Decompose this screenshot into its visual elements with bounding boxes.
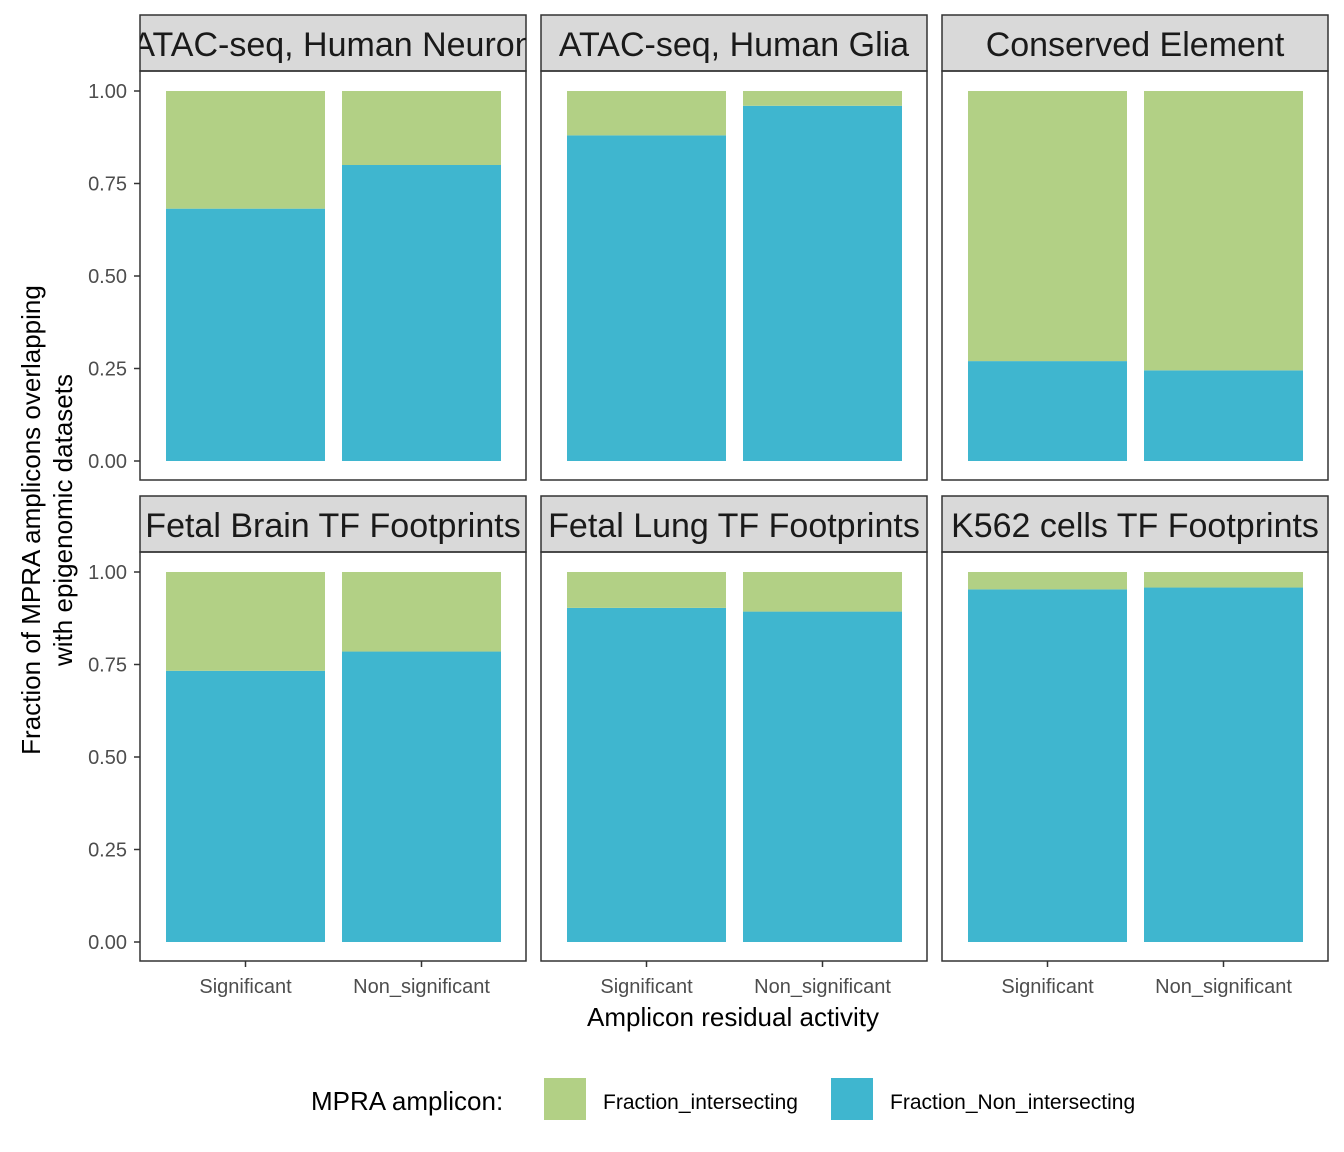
legend-label: Fraction_Non_intersecting (890, 1091, 1135, 1114)
panel-border (941, 70, 1329, 481)
y-tick-label: 0.25 (88, 359, 127, 381)
facet-panel: ATAC-seq, Human Neuron 0.00 0.25 0.50 0.75 1.… (88, 14, 533, 481)
y-axis-title-line-2: with epigenomic datasets (48, 374, 78, 667)
bar-segment-fraction-intersecting (743, 91, 902, 106)
y-tick-label: 0.25 (88, 840, 127, 862)
legend-title: MPRA amplicon: (311, 1086, 503, 1116)
y-tick-label: 0.50 (88, 747, 127, 769)
y-tick-label: 0.75 (88, 655, 127, 677)
facet-strip-title: Conserved Element (986, 26, 1285, 64)
bar-segment-fraction-intersecting (166, 572, 325, 671)
bar-segment-fraction-non-intersecting (166, 670, 325, 942)
y-tick-label: 0.00 (88, 932, 127, 954)
legend: MPRA amplicon: Fraction_intersecting Frac… (311, 1078, 1135, 1120)
facet-strip-title: Fetal Lung TF Footprints (548, 507, 920, 545)
bar-segment-fraction-non-intersecting (166, 208, 325, 461)
bar-segment-fraction-intersecting (968, 572, 1127, 590)
bar-segment-fraction-non-intersecting (743, 105, 902, 462)
y-tick-label: 0.00 (88, 451, 127, 473)
bar-segment-fraction-intersecting (1144, 91, 1303, 371)
facet-strip (941, 495, 1329, 553)
facet-strip (139, 14, 527, 72)
bar-segment-fraction-non-intersecting (1144, 587, 1303, 942)
facet-strip-title: ATAC-seq, Human Neuron (132, 26, 533, 64)
bar-segment-fraction-intersecting (342, 91, 501, 165)
panel-border (941, 551, 1329, 962)
panel-border (540, 551, 928, 962)
facet-panel: ATAC-seq, Human Glia (540, 14, 928, 481)
y-tick-label: 0.50 (88, 266, 127, 288)
facet-panel: Conserved Element (941, 14, 1329, 481)
facet-strip-title: K562 cells TF Footprints (951, 507, 1319, 545)
bar-segment-fraction-intersecting (743, 572, 902, 612)
bar-segment-fraction-non-intersecting (743, 611, 902, 942)
bar-segment-fraction-non-intersecting (342, 165, 501, 461)
bar-segment-fraction-intersecting (1144, 572, 1303, 588)
bar-segment-fraction-non-intersecting (1144, 370, 1303, 461)
facet-panel: Fetal Lung TF Footprints Significant Non_s… (540, 495, 928, 998)
x-tick-label: Significant (1001, 976, 1094, 998)
bar-segment-fraction-intersecting (567, 572, 726, 608)
x-tick-label: Significant (199, 976, 292, 998)
y-axis-title-line-1: Fraction of MPRA amplicons overlapping (16, 285, 46, 755)
x-tick-label: Non_significant (754, 976, 891, 998)
bar-segment-fraction-non-intersecting (567, 135, 726, 461)
bar-segment-fraction-non-intersecting (567, 607, 726, 942)
bar-segment-fraction-non-intersecting (968, 589, 1127, 942)
bar-segment-fraction-non-intersecting (342, 651, 501, 942)
facet-panels: ATAC-seq, Human Neuron 0.00 0.25 0.50 0.75 1.… (88, 14, 1329, 998)
x-axis-title: Amplicon residual activity (587, 1002, 879, 1032)
x-tick-label: Non_significant (353, 976, 490, 998)
bar-segment-fraction-intersecting (567, 91, 726, 136)
x-tick-label: Significant (600, 976, 693, 998)
facet-panel: Fetal Brain TF Footprints 0.00 0.25 0.50 0.7… (88, 495, 527, 998)
legend-key-fraction-non-intersecting (831, 1078, 873, 1120)
bar-segment-fraction-intersecting (166, 91, 325, 209)
facet-panel: K562 cells TF Footprints Significant Non_s… (941, 495, 1329, 998)
bar-segment-fraction-intersecting (968, 91, 1127, 362)
bar-segment-fraction-non-intersecting (968, 361, 1127, 461)
facet-strip (941, 14, 1329, 72)
y-tick-label: 0.75 (88, 174, 127, 196)
facet-strip (540, 14, 928, 72)
legend-label: Fraction_intersecting (603, 1091, 798, 1114)
facet-strip-title: Fetal Brain TF Footprints (145, 507, 520, 545)
y-tick-label: 1.00 (88, 562, 127, 584)
legend-key-fraction-intersecting (544, 1078, 586, 1120)
y-tick-label: 1.00 (88, 81, 127, 103)
x-tick-label: Non_significant (1155, 976, 1292, 998)
bar-segment-fraction-intersecting (342, 572, 501, 652)
panel-border (540, 70, 928, 481)
facet-strip-title: ATAC-seq, Human Glia (559, 26, 909, 64)
